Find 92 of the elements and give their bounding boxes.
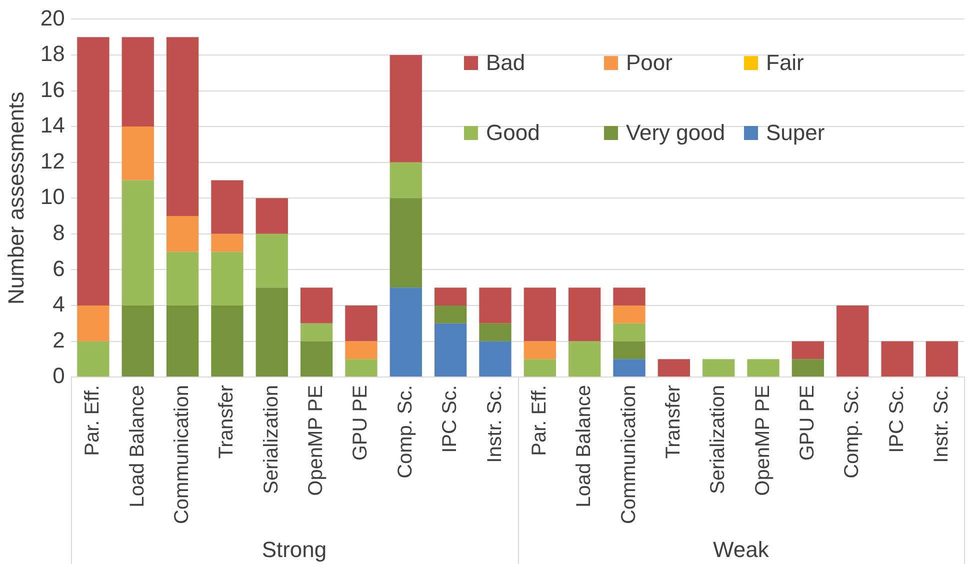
bar [166, 252, 199, 306]
y-tick-label: 14 [40, 112, 65, 138]
y-tick-label: 16 [40, 76, 65, 102]
bar [524, 341, 556, 360]
y-tick-label: 12 [40, 148, 65, 174]
bar [256, 234, 288, 288]
bar [122, 305, 154, 377]
x-tick-label: OpenMP PE [305, 385, 328, 496]
bar [613, 288, 646, 306]
x-tick-label: OpenMP PE [752, 385, 774, 496]
x-tick-label: Communication [618, 385, 640, 524]
x-tick-label: Instr. Sc. [484, 385, 506, 463]
x-tick-label: Load Balance [573, 385, 596, 508]
y-tick-label: 18 [40, 41, 65, 66]
bar [211, 180, 244, 234]
legend-label: Fair [766, 50, 804, 76]
bar [211, 252, 244, 306]
bar [166, 305, 199, 377]
bar [881, 341, 914, 377]
bar [211, 305, 244, 377]
x-tick-label: Communication [171, 385, 194, 524]
x-tick-label: IPC Sc. [439, 385, 462, 453]
bar [792, 341, 824, 360]
bar [926, 341, 958, 377]
bar [524, 359, 556, 377]
x-tick-label: Transfer [216, 384, 238, 459]
bar [613, 359, 646, 377]
y-tick-label: 4 [52, 292, 65, 317]
legend-label: Super [766, 120, 825, 146]
bar [613, 323, 646, 342]
bar [122, 37, 154, 127]
text: Strong [262, 537, 327, 562]
bar [836, 305, 869, 377]
bar [122, 126, 154, 180]
bar [300, 323, 333, 342]
bar [300, 341, 333, 377]
bar [390, 162, 422, 198]
x-tick-label: Serialization [260, 385, 282, 494]
x-tick-label: Par. Eff. [528, 385, 550, 456]
x-tick-label: Transfer [662, 384, 684, 459]
bar [166, 216, 199, 252]
bar [613, 305, 646, 324]
bar [568, 288, 601, 342]
legend-label: Poor [626, 50, 672, 76]
bar [479, 341, 512, 377]
y-tick-label: 2 [52, 327, 65, 352]
bar [345, 305, 378, 342]
bar [390, 288, 422, 377]
y-tick-label: 8 [52, 220, 65, 245]
bar [613, 341, 646, 360]
x-tick-label: Comp. Sc. [841, 385, 864, 478]
bar [702, 359, 735, 377]
bar [211, 234, 244, 252]
bar [568, 341, 601, 377]
y-tick-label: 10 [40, 184, 65, 210]
bar [345, 341, 378, 360]
text: Weak [713, 537, 770, 562]
x-tick-label: GPU PE [796, 385, 818, 461]
bar [434, 323, 467, 377]
bar [256, 198, 288, 234]
bar [479, 288, 512, 324]
bar [166, 37, 199, 216]
bar [300, 288, 333, 324]
legend-label: Good [486, 120, 540, 146]
x-tick-label: IPC Sc. [886, 385, 908, 453]
x-tick-label: Load Balance [126, 385, 148, 508]
x-tick-label: Par. Eff. [82, 385, 104, 456]
bar [434, 305, 467, 324]
bar [122, 180, 154, 306]
bar [747, 359, 780, 377]
bar [77, 305, 110, 342]
x-tick-label: Comp. Sc. [394, 385, 416, 478]
legend-label: Bad [486, 50, 526, 76]
bar [434, 288, 467, 306]
x-tick-label: GPU PE [350, 385, 372, 461]
x-tick-label: Serialization [707, 385, 730, 494]
legend-label: Very good [626, 120, 726, 146]
bar [77, 37, 110, 306]
y-tick-label: 0 [52, 363, 65, 388]
bar [479, 323, 512, 342]
x-tick-label: Instr. Sc. [930, 385, 952, 463]
bar [345, 359, 378, 377]
y-tick-label: 20 [40, 5, 65, 30]
y-axis-title: Number assessments [3, 92, 28, 304]
bar [390, 54, 422, 162]
bar [77, 341, 110, 377]
bar [390, 198, 422, 288]
y-tick-label: 6 [52, 256, 65, 281]
bar [256, 288, 288, 377]
bar [658, 359, 690, 377]
bar [524, 288, 556, 342]
bar [792, 359, 824, 377]
